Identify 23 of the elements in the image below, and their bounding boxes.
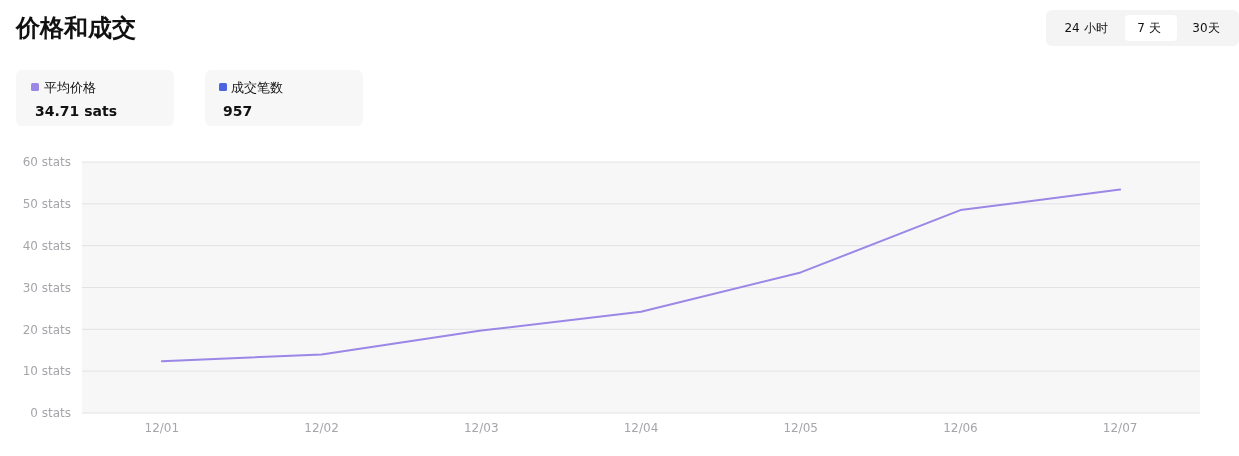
text: 成交笔数	[231, 80, 283, 95]
y-tick-label: 30 stats	[22, 280, 71, 295]
text: 24 小时	[1064, 21, 1108, 35]
legend-label: 平均价格	[44, 80, 96, 95]
line-series	[160, 188, 1122, 363]
y-tick-label: 10 stats	[22, 364, 71, 379]
chart-title: 价格和成交	[15, 14, 136, 42]
x-tick-label: 12/03	[463, 421, 499, 435]
x-tick-label: 12/07	[1102, 421, 1138, 435]
y-tick-label: 20 stats	[22, 322, 71, 337]
x-tick-label: 12/06	[943, 421, 978, 435]
y-tick-label: 40 stats	[22, 238, 71, 253]
y-tick-label: 60 stats	[22, 155, 71, 170]
text: 7 天	[1137, 21, 1161, 35]
x-tick-label: 12/01	[144, 421, 180, 435]
text: 957	[223, 103, 253, 119]
x-tick-label: 12/05	[783, 421, 819, 435]
text: 30天	[1192, 21, 1220, 35]
x-tick-label: 12/02	[304, 421, 339, 435]
x-tick-label: 12/04	[623, 421, 659, 435]
y-tick-label: 50 stats	[22, 197, 71, 212]
text: 34.71 sats	[35, 103, 117, 119]
y-tick-label: 0 stats	[30, 406, 71, 421]
